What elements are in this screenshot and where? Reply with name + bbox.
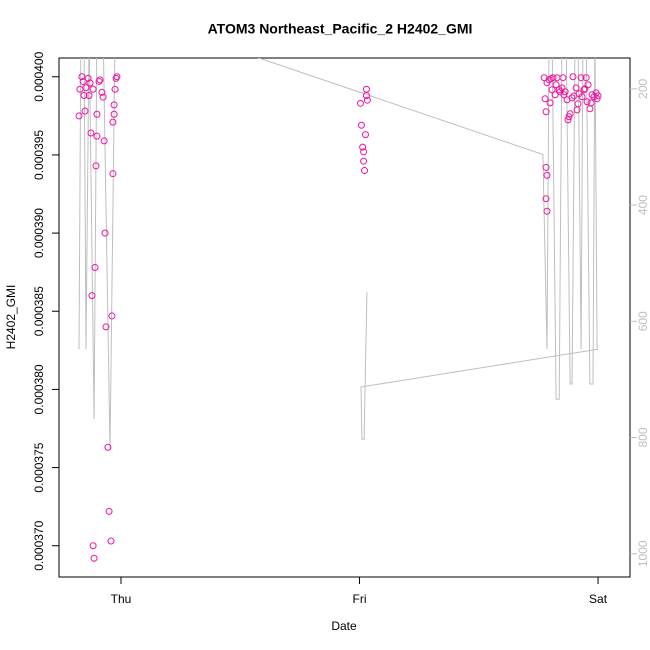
scatter-point (105, 507, 113, 515)
scatter-point (110, 110, 118, 118)
scatter-point (561, 88, 569, 96)
y-tick-label: 0.000390 (32, 208, 46, 258)
scatter-point (577, 74, 585, 82)
scatter-point (361, 167, 369, 175)
scatter-point (86, 79, 94, 87)
scatter-point (583, 98, 591, 106)
scatter-point (111, 85, 119, 93)
scatter-point (98, 88, 106, 96)
scatter-point (109, 118, 117, 126)
scatter-point (79, 77, 87, 85)
scatter-point (89, 85, 97, 93)
scatter-point (582, 74, 590, 82)
scatter-point (101, 229, 109, 237)
scatter-point (356, 99, 364, 107)
scatter-point (85, 92, 93, 100)
scatter-point (78, 73, 86, 81)
plot-box (58, 57, 631, 578)
x-tick-label: Thu (111, 592, 132, 606)
scatter-point (109, 170, 117, 178)
scatter-point (359, 143, 367, 151)
scatter-point (96, 76, 104, 84)
scatter-point (363, 96, 371, 104)
scatter-point (360, 157, 368, 165)
scatter-point (99, 93, 107, 101)
scatter-point (82, 84, 90, 92)
y-tick-label: 0.000395 (32, 130, 46, 180)
scatter-point (593, 95, 601, 103)
scatter-point (360, 148, 368, 156)
scatter-point (594, 92, 602, 100)
scatter-point (569, 73, 577, 81)
scatter-point (568, 94, 576, 102)
y-tick-label: 0.000385 (32, 286, 46, 336)
scatter-point (572, 84, 580, 92)
scatter-point (90, 554, 98, 562)
scatter-point (361, 131, 369, 139)
scatter-point (543, 171, 551, 179)
scatter-point (542, 195, 550, 203)
y-tick-label: 0.000380 (32, 364, 46, 414)
scatter-point (551, 91, 559, 99)
scatter-point (80, 92, 88, 100)
y-tick-label: 0.000370 (32, 520, 46, 570)
y-tick-label: 0.000400 (32, 51, 46, 101)
scatter-point (552, 81, 560, 89)
scatter-point (100, 137, 108, 145)
scatter-point (548, 86, 556, 94)
y-axis-label: H2402_GMI (4, 285, 18, 350)
scatter-point (542, 108, 550, 116)
scatter-point (93, 110, 101, 118)
scatter-point (580, 86, 588, 94)
scatter-point (566, 110, 574, 118)
y2-tick-label: 1000 (636, 540, 650, 567)
scatter-point (87, 129, 95, 137)
scatter-point (88, 292, 96, 300)
scatter-point (362, 92, 370, 100)
scatter-point (110, 101, 118, 109)
y2-tick-label: 200 (636, 78, 650, 98)
scatter-point (549, 74, 557, 82)
scatter-point (564, 116, 572, 124)
scatter-point (92, 162, 100, 170)
scatter-point (91, 263, 99, 271)
scatter-point (113, 73, 121, 81)
scatter-point (112, 74, 120, 82)
scatter-point (546, 99, 554, 107)
scatter-point (542, 163, 550, 171)
scatter-point (584, 81, 592, 89)
scatter-point (95, 77, 103, 85)
scatter-point (559, 74, 567, 82)
scatter-point (81, 107, 89, 115)
scatter-point (541, 95, 549, 103)
y-tick-label: 0.000375 (32, 442, 46, 492)
scatter-point (574, 100, 582, 108)
series-line (78, 58, 599, 450)
scatter-point (104, 443, 112, 451)
scatter-point (357, 121, 365, 129)
scatter-point (107, 537, 115, 545)
scatter-point (578, 93, 586, 101)
scatter-point (75, 112, 83, 120)
x-tick-label: Fri (353, 592, 367, 606)
y2-tick-label: 800 (636, 427, 650, 447)
scatter-point (108, 312, 116, 320)
scatter-point (84, 74, 92, 82)
y2-tick-label: 400 (636, 195, 650, 215)
x-tick-label: Sat (589, 592, 608, 606)
scatter-point (89, 542, 97, 550)
y2-tick-label: 600 (636, 311, 650, 331)
scatter-point (93, 132, 101, 140)
x-axis-label: Date (331, 619, 357, 633)
scatter-point (587, 99, 595, 107)
scatter-point (102, 323, 110, 331)
plot-area (75, 58, 602, 562)
scatter-point (543, 207, 551, 215)
chart-title: ATOM3 Northeast_Pacific_2 H2402_GMI (208, 21, 473, 37)
